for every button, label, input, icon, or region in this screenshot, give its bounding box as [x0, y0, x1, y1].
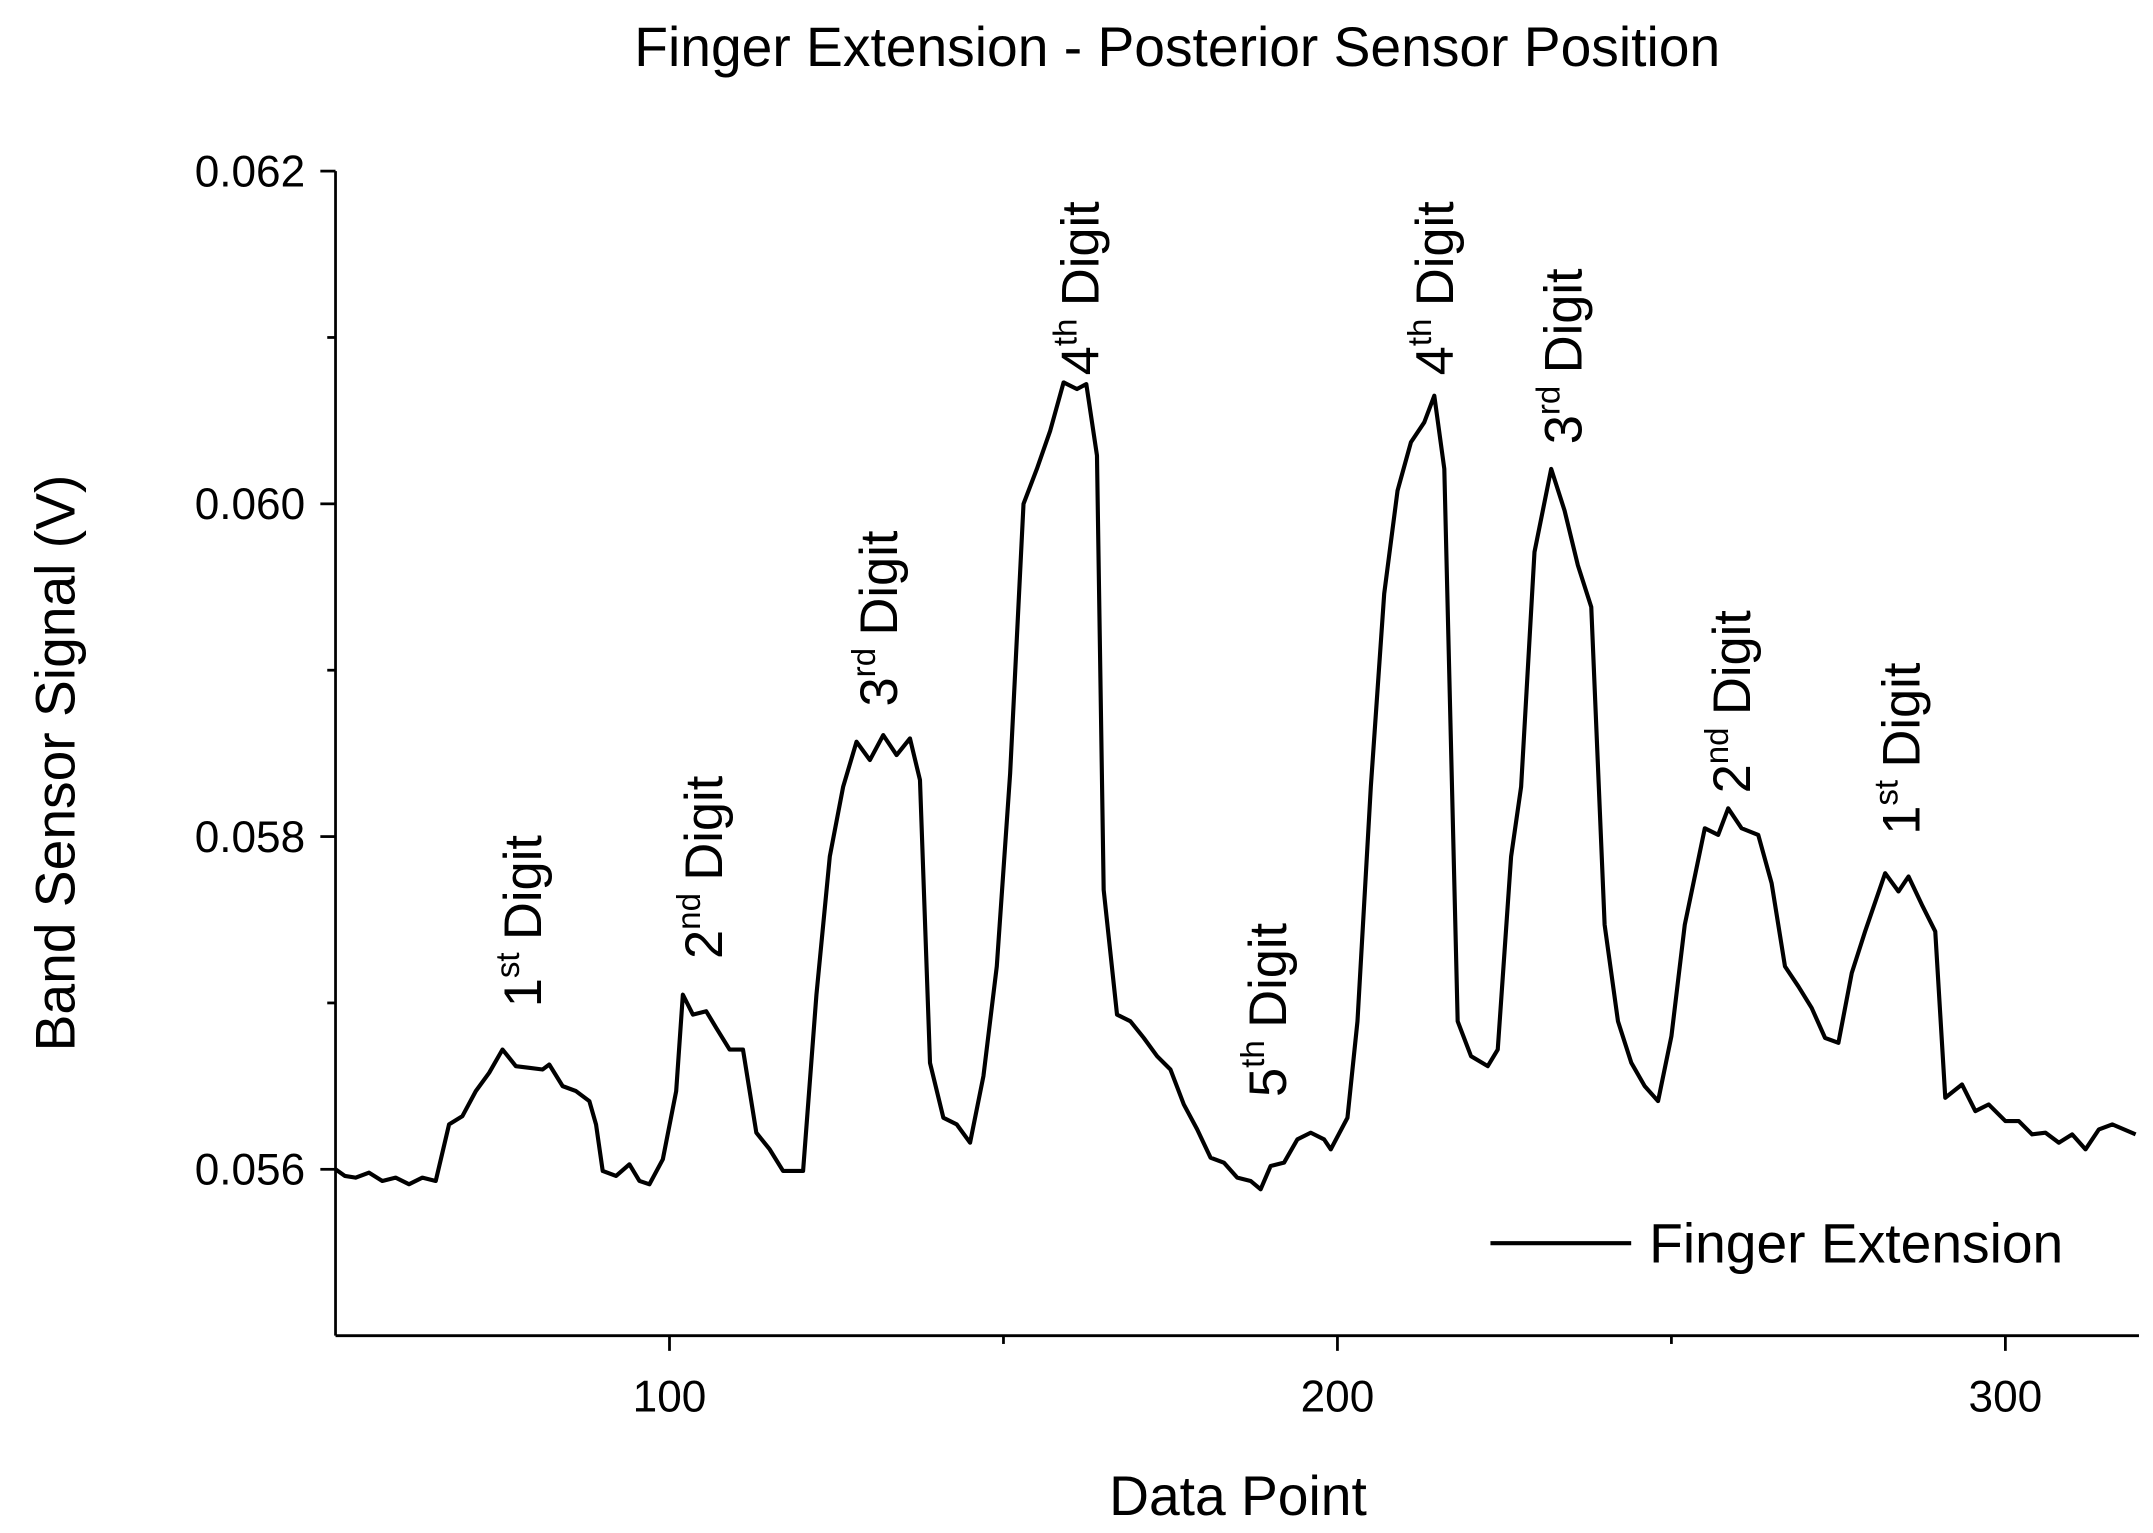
chart-title: Finger Extension - Posterior Sensor Posi…: [634, 16, 1720, 78]
annotation-text: Digit: [1053, 201, 1111, 306]
x-tick-label: 200: [1301, 1373, 1375, 1422]
annotation-number: 3: [1536, 415, 1594, 444]
y-tick-label: 0.062: [195, 147, 305, 196]
annotation-superscript: th: [1402, 319, 1439, 347]
legend-label: Finger Extension: [1649, 1213, 2063, 1275]
annotation-superscript: th: [1048, 319, 1085, 347]
annotation-superscript: rd: [1530, 386, 1567, 415]
annotation-text: Digit: [1874, 662, 1932, 767]
x-tick-label: 300: [1969, 1373, 2043, 1422]
y-tick-label: 0.058: [195, 813, 305, 862]
annotation-text: Digit: [1536, 268, 1594, 373]
annotation-number: 1: [495, 978, 553, 1007]
annotation: 4th Digit: [1402, 201, 1465, 376]
annotation-number: 4: [1053, 346, 1111, 375]
annotation-number: 2: [676, 930, 734, 959]
annotation: 4th Digit: [1048, 201, 1111, 376]
annotation: 3rd Digit: [846, 530, 909, 706]
annotation-number: 1: [1874, 806, 1932, 835]
annotation-superscript: st: [1869, 780, 1906, 806]
annotation-superscript: nd: [1699, 727, 1736, 764]
y-tick-label: 0.060: [195, 480, 305, 529]
annotation-text: Digit: [1407, 201, 1465, 306]
annotation-text: Digit: [851, 530, 909, 635]
x-axis-label: Data Point: [1109, 1465, 1367, 1527]
annotation-superscript: nd: [671, 893, 708, 930]
annotation-number: 2: [1704, 764, 1762, 793]
annotation: 2nd Digit: [1699, 610, 1762, 794]
annotation-text: Digit: [1240, 922, 1298, 1027]
annotation: 5th Digit: [1235, 922, 1298, 1097]
annotation-superscript: st: [490, 952, 527, 978]
annotation: 3rd Digit: [1530, 268, 1593, 444]
annotation: 2nd Digit: [671, 775, 734, 959]
annotation-text: Digit: [676, 775, 734, 880]
annotation: 1st Digit: [1869, 662, 1932, 835]
annotation: 1st Digit: [490, 835, 553, 1008]
annotation-text: Digit: [1704, 610, 1762, 715]
y-axis-label: Band Sensor Signal (V): [25, 475, 87, 1052]
annotation-number: 4: [1407, 346, 1465, 375]
x-tick-label: 100: [633, 1373, 707, 1422]
data-line: [334, 380, 2137, 1192]
annotation-number: 5: [1240, 1068, 1298, 1097]
annotation-superscript: rd: [846, 648, 883, 677]
annotation-text: Digit: [495, 835, 553, 940]
annotation-number: 3: [851, 677, 909, 706]
annotation-superscript: th: [1235, 1040, 1272, 1068]
y-tick-label: 0.056: [195, 1145, 305, 1194]
